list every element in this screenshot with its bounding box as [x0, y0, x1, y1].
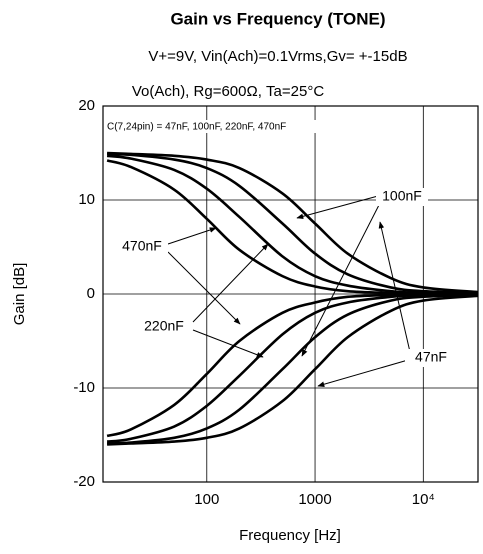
annotation-label: 100nF: [382, 188, 422, 204]
y-tick-label: -20: [73, 473, 95, 490]
curve: [106, 154, 479, 296]
annotation-arrow: [317, 359, 409, 387]
annotation-box: [138, 318, 190, 336]
curve: [106, 292, 479, 443]
annotation-arrow: [192, 243, 269, 323]
y-tick-label: -10: [73, 379, 95, 396]
x-tick-label: 100: [194, 491, 219, 508]
y-tick-label: 10: [78, 191, 95, 208]
note: C(7,24pin) = 47nF, 100nF, 220nF, 470nF: [107, 122, 286, 133]
x-tick-label: 10⁴: [412, 491, 435, 508]
curve: [107, 294, 479, 446]
annotation-arrow: [378, 221, 411, 353]
curve: [107, 152, 479, 295]
annotation-arrow: [167, 227, 217, 245]
annotation-box: [405, 349, 457, 367]
chart-subtitle: Vo(Ach), Rg=600Ω, Ta=25°C: [132, 83, 324, 100]
annotation-arrow: [192, 329, 264, 358]
y-axis-title: Gain [dB]: [11, 263, 28, 326]
chart-subtitle: V+=9V, Vin(Ach)=0.1Vrms,Gv= +-15dB: [148, 48, 407, 65]
curve: [107, 293, 479, 445]
annotation-arrow: [301, 202, 381, 357]
y-tick-label: 0: [87, 285, 95, 302]
x-tick-label: 1000: [298, 491, 331, 508]
curve: [106, 159, 479, 296]
chart-title: Gain vs Frequency (TONE): [170, 9, 385, 28]
x-axis-title: Frequency [Hz]: [239, 527, 341, 544]
annotation-arrow: [296, 195, 379, 220]
annotation-label: 47nF: [415, 349, 447, 365]
annotation-label: 470nF: [122, 238, 162, 254]
curve: [106, 292, 479, 438]
note-box: [105, 120, 367, 133]
annotation-box: [376, 188, 428, 206]
annotation-arrow: [167, 251, 241, 325]
y-tick-label: 20: [78, 97, 95, 114]
annotation-box: [116, 238, 168, 256]
curve: [107, 151, 479, 294]
annotation-label: 220nF: [144, 318, 184, 334]
